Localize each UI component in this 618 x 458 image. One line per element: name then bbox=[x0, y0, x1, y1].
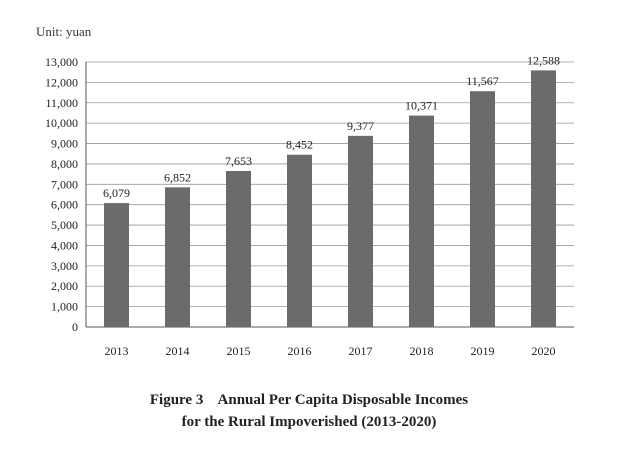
bar bbox=[104, 203, 129, 327]
y-tick-label: 5,000 bbox=[51, 218, 78, 232]
bar bbox=[470, 91, 495, 327]
data-label: 8,452 bbox=[286, 138, 313, 152]
x-tick-label: 2013 bbox=[105, 344, 129, 358]
y-tick-label: 11,000 bbox=[45, 96, 78, 110]
y-tick-label: 4,000 bbox=[51, 238, 78, 252]
bar bbox=[165, 187, 190, 327]
data-label: 6,079 bbox=[103, 186, 130, 200]
x-tick-label: 2018 bbox=[410, 344, 434, 358]
data-label: 10,371 bbox=[405, 99, 438, 113]
y-tick-label: 3,000 bbox=[51, 259, 78, 273]
data-labels: 6,079 6,852 7,653 8,452 9,377 10,371 11,567 12,… bbox=[103, 53, 560, 200]
y-tick-label: 7,000 bbox=[51, 177, 78, 191]
x-tick-label: 2019 bbox=[471, 344, 495, 358]
bar bbox=[531, 70, 556, 327]
y-tick-label: 9,000 bbox=[51, 137, 78, 151]
x-tick-label: 2017 bbox=[349, 344, 373, 358]
data-label: 6,852 bbox=[164, 170, 191, 184]
y-axis-tick-labels: 0 1,000 2,000 3,000 4,000 5,000 6,000 7,000 8,00… bbox=[45, 55, 78, 334]
y-tick-label: 6,000 bbox=[51, 198, 78, 212]
y-tick-label: 8,000 bbox=[51, 157, 78, 171]
gridlines bbox=[86, 61, 574, 308]
x-tick-label: 2016 bbox=[288, 344, 312, 358]
data-label: 12,588 bbox=[527, 53, 560, 67]
figure-caption-line2: for the Rural Impoverished (2013-2020) bbox=[181, 414, 437, 430]
data-label: 9,377 bbox=[347, 119, 374, 133]
y-tick-label: 0 bbox=[72, 320, 78, 334]
y-tick-label: 10,000 bbox=[45, 116, 78, 130]
axes bbox=[85, 62, 574, 328]
y-tick-label: 13,000 bbox=[45, 55, 78, 69]
bar bbox=[287, 154, 312, 327]
y-tick-label: 12,000 bbox=[45, 75, 78, 89]
unit-label: Unit: yuan bbox=[36, 24, 92, 39]
data-label: 7,653 bbox=[225, 154, 252, 168]
data-label: 11,567 bbox=[466, 74, 499, 88]
figure-caption-line1: Figure 3 Annual Per Capita Disposable In… bbox=[149, 392, 469, 408]
bar bbox=[226, 170, 251, 327]
x-tick-label: 2014 bbox=[166, 344, 190, 358]
y-tick-label: 2,000 bbox=[51, 279, 78, 293]
bar bbox=[409, 115, 434, 327]
x-axis-tick-labels: 2013 2014 2015 2016 2017 2018 2019 2020 bbox=[105, 344, 556, 358]
x-tick-label: 2020 bbox=[532, 344, 556, 358]
y-tick-label: 1,000 bbox=[51, 300, 78, 314]
x-tick-label: 2015 bbox=[227, 344, 251, 358]
bar bbox=[348, 135, 373, 327]
bars bbox=[104, 70, 556, 327]
